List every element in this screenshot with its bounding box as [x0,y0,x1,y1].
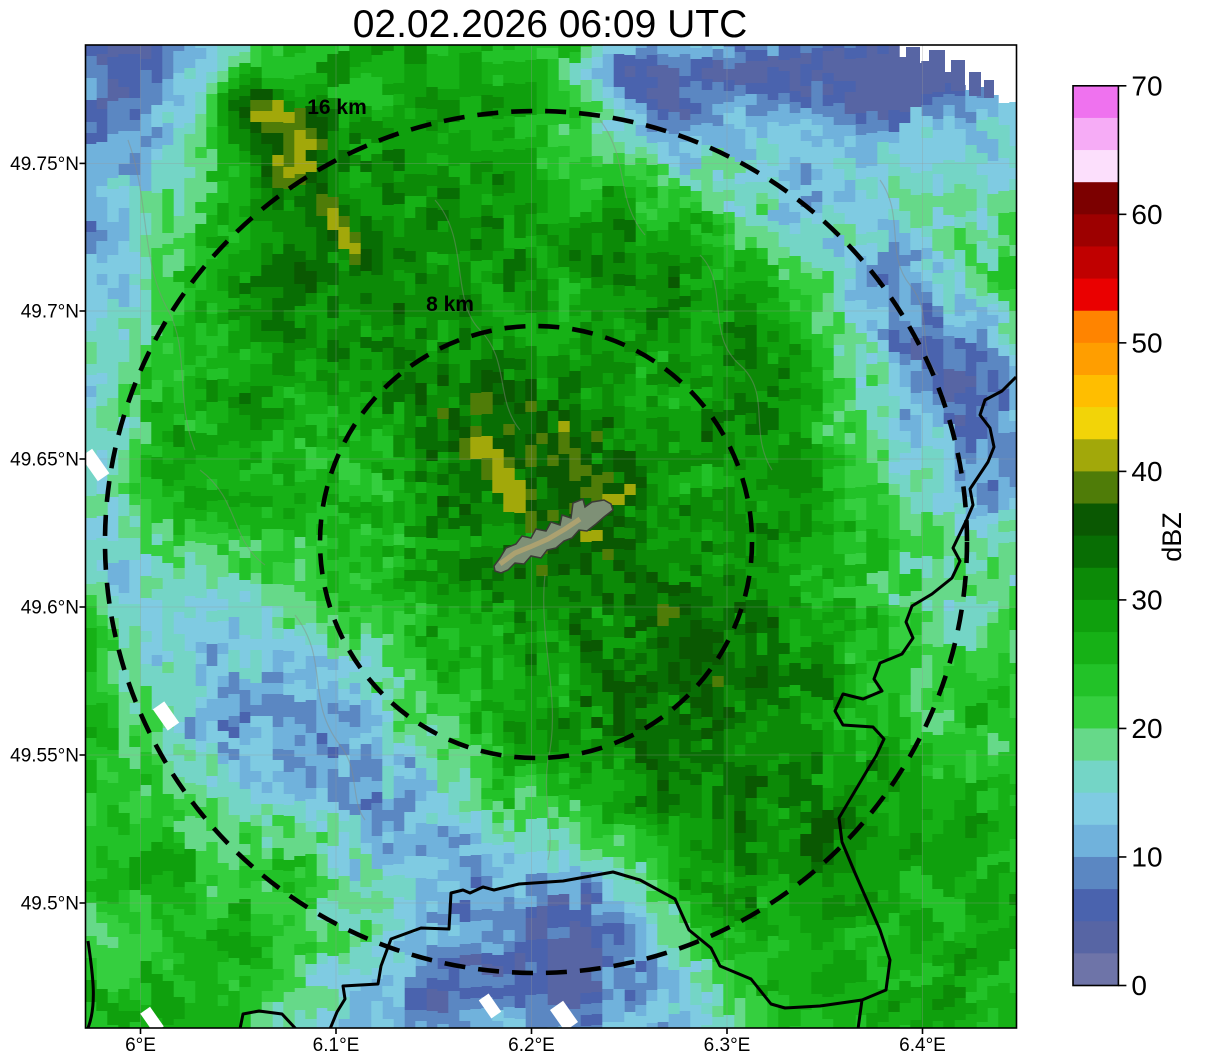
svg-text:6.1°E: 6.1°E [313,1035,360,1056]
svg-text:dBZ: dBZ [1157,512,1187,562]
svg-text:49.7°N: 49.7°N [21,302,79,323]
svg-text:50: 50 [1131,327,1162,358]
svg-text:49.5°N: 49.5°N [21,894,79,915]
svg-text:6°E: 6°E [125,1035,156,1056]
svg-text:20: 20 [1131,713,1162,744]
svg-text:16 km: 16 km [307,96,367,119]
svg-text:02.02.2026 06:09 UTC: 02.02.2026 06:09 UTC [353,3,748,46]
svg-text:10: 10 [1131,841,1162,872]
svg-text:70: 70 [1131,70,1162,101]
svg-text:6.3°E: 6.3°E [704,1035,751,1056]
svg-text:60: 60 [1131,199,1162,230]
svg-text:49.6°N: 49.6°N [21,598,79,619]
svg-text:49.55°N: 49.55°N [10,746,79,767]
svg-text:30: 30 [1131,584,1162,615]
svg-text:49.75°N: 49.75°N [10,154,79,175]
svg-text:6.2°E: 6.2°E [508,1035,555,1056]
svg-text:0: 0 [1131,970,1147,1001]
svg-text:6.4°E: 6.4°E [899,1035,946,1056]
svg-text:49.65°N: 49.65°N [10,450,79,471]
svg-text:8 km: 8 km [426,293,474,316]
svg-text:40: 40 [1131,456,1162,487]
